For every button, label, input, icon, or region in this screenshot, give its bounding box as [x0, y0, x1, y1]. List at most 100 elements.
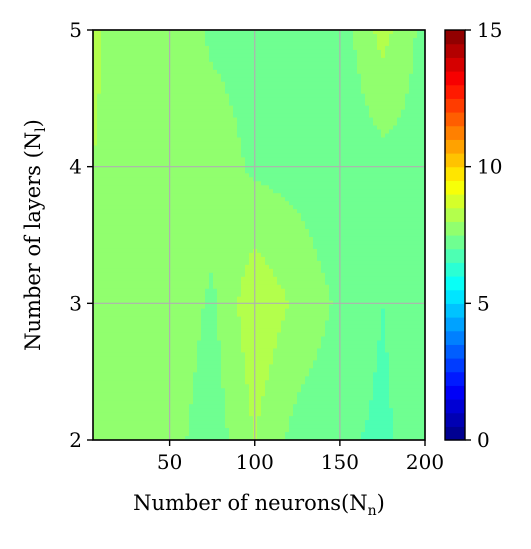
contour-cell: [121, 356, 126, 361]
contour-cell: [181, 352, 186, 358]
contour-cell: [169, 436, 174, 440]
contour-cell: [109, 288, 114, 294]
contour-cell: [145, 49, 150, 55]
contour-cell: [181, 109, 186, 115]
contour-cell: [205, 408, 210, 413]
contour-cell: [277, 312, 282, 318]
contour-cell: [105, 97, 110, 103]
contour-cell: [109, 428, 114, 433]
contour-cell: [265, 229, 270, 234]
contour-cell: [141, 360, 146, 365]
contour-cell: [97, 416, 102, 421]
contour-cell: [265, 424, 270, 429]
contour-cell: [141, 225, 146, 230]
contour-cell: [185, 424, 190, 429]
contour-cell: [149, 324, 154, 330]
contour-cell: [245, 396, 250, 401]
contour-cell: [249, 157, 254, 162]
contour-cell: [257, 213, 262, 218]
contour-cell: [281, 193, 286, 198]
contour-cell: [125, 308, 130, 314]
contour-cell: [145, 368, 150, 373]
contour-cell: [133, 380, 138, 385]
contour-cell: [109, 260, 114, 266]
contour-cell: [209, 185, 214, 190]
contour-cell: [209, 416, 214, 421]
contour-cell: [185, 288, 190, 294]
contour-cell: [181, 236, 186, 242]
contour-cell: [113, 248, 118, 254]
contour-cell: [137, 272, 142, 278]
contour-cell: [113, 221, 118, 226]
contour-cell: [169, 316, 174, 322]
contour-cell: [277, 356, 282, 361]
contour-cell: [237, 93, 242, 99]
contour-cell: [261, 260, 266, 266]
contour-cell: [201, 185, 206, 190]
contour-cell: [141, 372, 146, 377]
contour-cell: [141, 97, 146, 103]
contour-cell: [233, 372, 238, 377]
contour-cell: [93, 360, 98, 365]
contour-cell: [189, 217, 194, 222]
contour-cell: [145, 45, 150, 51]
contour-cell: [233, 276, 238, 282]
contour-cell: [225, 240, 230, 246]
contour-cell: [181, 197, 186, 202]
contour-cell: [109, 416, 114, 421]
contour-cell: [193, 332, 198, 338]
contour-cell: [97, 408, 102, 413]
contour-cell: [129, 165, 134, 170]
contour-cell: [277, 45, 282, 51]
contour-cell: [201, 229, 206, 234]
contour-cell: [193, 312, 198, 318]
contour-cell: [209, 420, 214, 425]
contour-cell: [185, 233, 190, 238]
contour-cell: [169, 332, 174, 338]
contour-cell: [117, 296, 122, 302]
contour-cell: [217, 197, 222, 202]
contour-cell: [121, 229, 126, 234]
contour-cell: [161, 49, 166, 55]
contour-cell: [241, 424, 246, 429]
contour-cell: [141, 77, 146, 83]
contour-cell: [273, 304, 278, 310]
contour-cell: [221, 344, 226, 350]
contour-cell: [157, 340, 162, 346]
contour-cell: [229, 356, 234, 361]
contour-cell: [209, 384, 214, 389]
contour-cell: [225, 141, 230, 147]
contour-cell: [141, 149, 146, 154]
contour-cell: [265, 244, 270, 250]
contour-cell: [229, 149, 234, 154]
contour-cell: [145, 240, 150, 246]
contour-cell: [197, 169, 202, 174]
contour-cell: [261, 65, 266, 71]
contour-cell: [221, 308, 226, 314]
contour-cell: [121, 252, 126, 258]
contour-cell: [269, 316, 274, 322]
contour-cell: [205, 416, 210, 421]
contour-cell: [133, 205, 138, 210]
contour-cell: [249, 177, 254, 182]
contour-cell: [229, 380, 234, 385]
contour-cell: [105, 404, 110, 409]
contour-cell: [173, 37, 178, 43]
contour-cell: [205, 380, 210, 385]
contour-cell: [201, 308, 206, 314]
contour-cell: [249, 73, 254, 79]
contour-cell: [201, 193, 206, 198]
contour-cell: [121, 296, 126, 302]
contour-cell: [133, 260, 138, 266]
contour-cell: [161, 408, 166, 413]
contour-cell: [229, 49, 234, 55]
contour-cell: [237, 181, 242, 186]
contour-cell: [165, 324, 170, 330]
contour-cell: [201, 404, 206, 409]
contour-cell: [213, 324, 218, 330]
contour-cell: [129, 221, 134, 226]
contour-cell: [245, 352, 250, 358]
contour-cell: [153, 268, 158, 274]
contour-cell: [133, 193, 138, 198]
contour-cell: [205, 49, 210, 55]
